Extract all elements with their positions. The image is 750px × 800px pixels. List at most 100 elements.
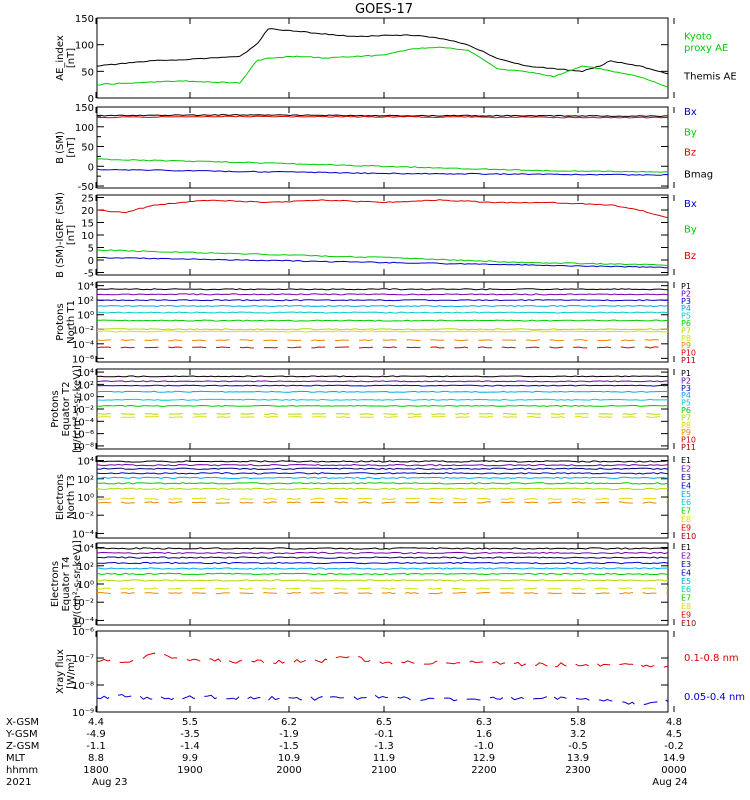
y-tick-label: 100 (75, 123, 94, 134)
y-tick-label: 10⁻² (72, 511, 94, 522)
legend-entry: P4 (681, 304, 691, 313)
y-tick-label: 15 (81, 219, 94, 230)
series-line (96, 390, 669, 393)
x-axis-value: 5.8 (570, 717, 586, 728)
y-tick-label: 10⁴ (77, 368, 94, 379)
y-tick-label: 5 (88, 244, 94, 255)
y-tick-label: 10⁰ (77, 393, 94, 404)
legend-entry: Bmag (684, 169, 713, 180)
panel-7: 10⁴ 10² 10⁰ 10⁻² 10⁻⁴ Electrons Equator T4 [e/(… (50, 540, 696, 628)
series-line (96, 652, 669, 669)
y-tick-label: 50 (81, 67, 94, 78)
series-line (96, 339, 669, 342)
series-line (96, 487, 669, 491)
x-row-label: Y-GSM (5, 729, 38, 740)
legend-entry: E10 (681, 619, 696, 628)
legend-entry: 0.05-0.4 nm (684, 692, 745, 703)
legend-entry: P8 (681, 421, 691, 430)
x-axis-value: 3.2 (570, 729, 586, 740)
series-line (96, 460, 669, 463)
series-line (96, 311, 669, 314)
y-tick-label: 10⁴ (77, 457, 94, 468)
x-axis-value: Aug 23 (92, 777, 127, 788)
y-tick-label: 10⁻² (72, 325, 94, 336)
legend-entry: P11 (681, 443, 696, 452)
y-axis-label: Xray flux (55, 649, 66, 694)
x-axis-value: 6.3 (476, 717, 492, 728)
series-line (96, 380, 669, 383)
legend-entry: E10 (681, 532, 696, 541)
x-axis-value: 5.5 (182, 717, 198, 728)
x-axis-value: Aug 24 (652, 777, 687, 788)
series-line (96, 249, 669, 266)
legend-entry: P1 (681, 282, 691, 291)
legend-entry: P6 (681, 319, 691, 328)
legend-entry: P10 (681, 436, 696, 445)
legend-entry: E2 (681, 551, 691, 560)
legend-entry: E7 (681, 594, 691, 603)
y-tick-label: 10⁻⁴ (72, 417, 94, 428)
y-tick-label: 10⁴ (77, 282, 94, 293)
panel-6: 10⁴ 10² 10⁰ 10⁻² 10⁻⁴ Electrons North T3 E1E2E3… (55, 455, 696, 541)
y-axis-label: B (SM)-IGRF (SM) (55, 192, 66, 278)
legend-entry: E1 (681, 543, 691, 552)
x-axis-value: -1.5 (279, 741, 299, 752)
series-line (96, 472, 669, 475)
y-tick-label: 10⁻⁶ (72, 430, 94, 441)
series-line (96, 330, 669, 333)
y-tick-label: 20 (81, 206, 94, 217)
y-axis-label: B (SM) (55, 131, 66, 164)
legend-entry: P7 (681, 326, 691, 335)
y-tick-label: 150 (75, 14, 94, 25)
series-line (97, 467, 669, 470)
series-line (96, 299, 669, 302)
y-tick-label: 100 (75, 41, 94, 52)
panel-8: 10⁻⁶ 10⁻⁷ 10⁻⁸ 10⁻⁹ Xray flux [W/m²] 0.1-0.8 n… (55, 627, 745, 719)
y-tick-label: 10⁻² (72, 598, 94, 609)
x-axis-value: 6.2 (281, 717, 297, 728)
series-line (96, 572, 669, 576)
panel-2: -50 0 50 100 150 B (SM) [nT] Bx By Bz Bmag (55, 103, 713, 193)
panel-frame (96, 106, 669, 189)
y-axis-label: Equator T2 (61, 382, 72, 437)
x-axis-value: 4.4 (88, 717, 104, 728)
series-line (96, 293, 669, 296)
x-axis-value: -1.3 (374, 741, 394, 752)
y-axis-label: Equator T4 (61, 557, 72, 612)
series-line (96, 319, 669, 322)
legend-entry: E3 (681, 473, 691, 482)
x-axis-value: 2200 (471, 765, 496, 776)
x-axis-value: 1.6 (476, 729, 492, 740)
legend-entry: P10 (681, 349, 696, 358)
x-axis-value: -1.0 (474, 741, 494, 752)
legend-entry: E4 (681, 481, 691, 490)
series-line (96, 288, 669, 291)
y-axis-label: AE_index (55, 35, 66, 81)
series-line (96, 46, 669, 88)
series-line (96, 463, 669, 467)
x-axis-value: -0.2 (664, 741, 684, 752)
y-axis-label: Electrons (50, 561, 61, 607)
y-axis-label: Protons (50, 390, 61, 427)
x-axis-value: 0000 (661, 765, 686, 776)
x-axis-value: 2300 (565, 765, 590, 776)
legend-entry: 0.1-0.8 nm (684, 653, 739, 664)
y-tick-label: 0 (88, 256, 94, 267)
y-tick-label: 10² (77, 562, 94, 573)
x-axis-value: 4.5 (666, 729, 682, 740)
y-axis-label: North T3 (66, 475, 77, 519)
x-row-label: Z-GSM (6, 741, 39, 752)
series-line (96, 168, 669, 176)
legend-entry: Bz (684, 148, 696, 159)
series-line (96, 398, 669, 401)
legend-entry: By (684, 127, 697, 138)
x-axis-value: -3.5 (180, 729, 200, 740)
x-axis-value: 8.8 (88, 753, 104, 764)
x-axis-value: -0.1 (374, 729, 394, 740)
x-axis-value: 11.9 (373, 753, 395, 764)
y-axis-label: [e/(cm²-s-sr-keV)] (72, 540, 83, 628)
series-line (96, 28, 669, 75)
x-axis-value: 2100 (371, 765, 396, 776)
